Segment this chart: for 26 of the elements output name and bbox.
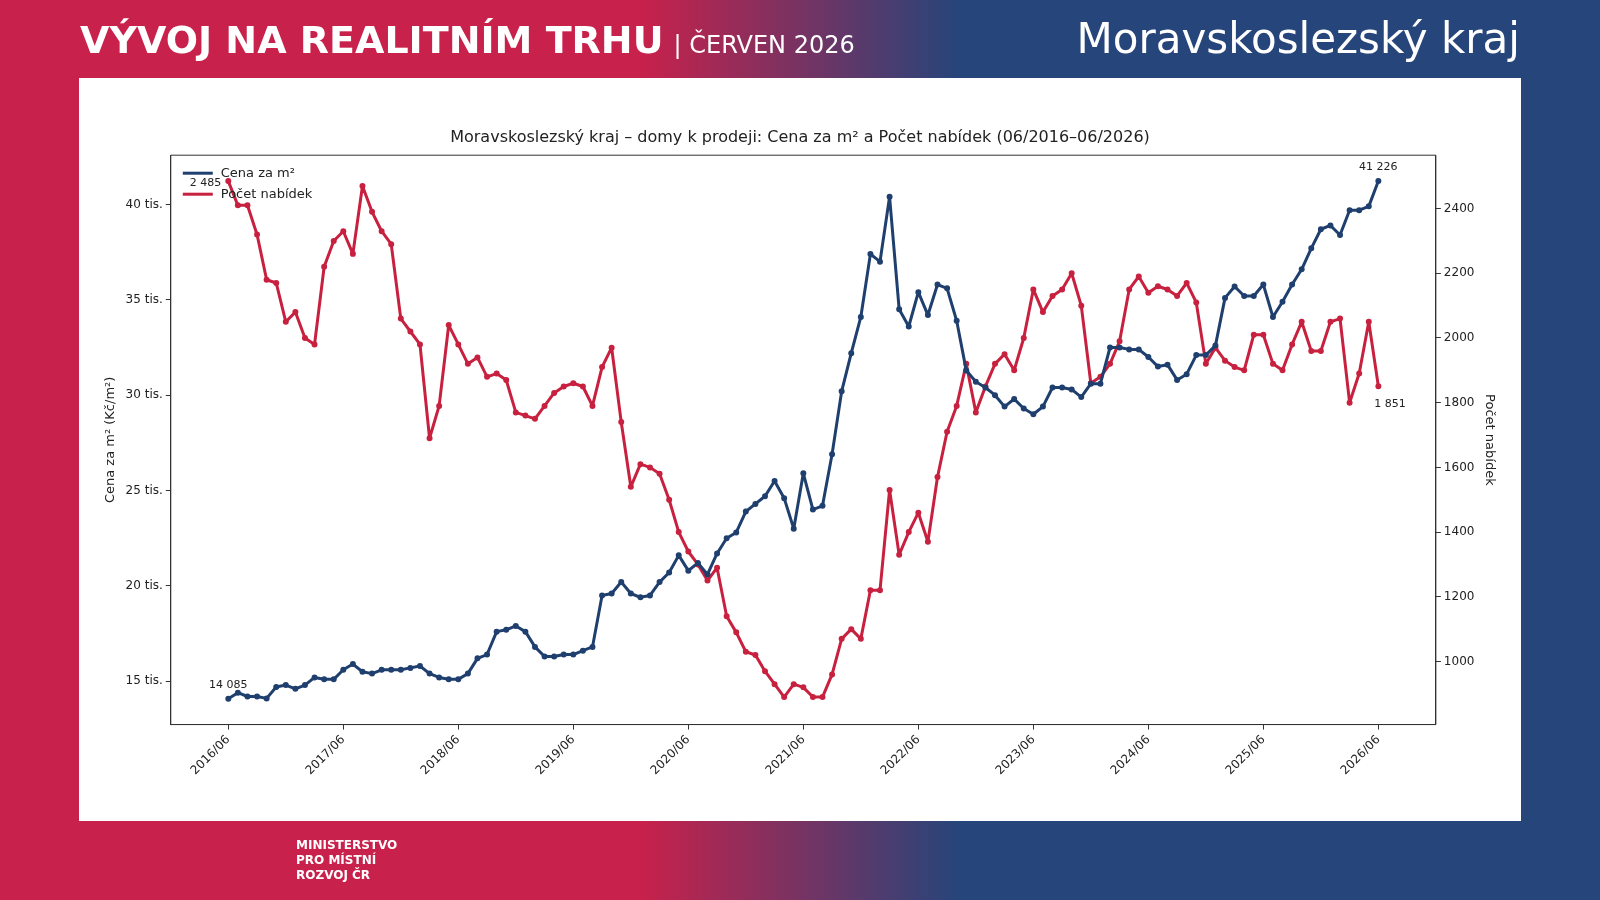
text: Moravskoslezský kraj [1076, 14, 1520, 63]
annotation: 14 085 [209, 678, 248, 692]
y-tick-label: 35 tis. [125, 291, 163, 306]
y-tick-label: 25 tis. [125, 482, 163, 497]
data-label: 1 851 [1374, 396, 1406, 410]
y-tick-label: 20 tis. [125, 578, 163, 593]
data-label: 2 485 [189, 175, 222, 189]
annotation: 41 226 [1359, 160, 1398, 174]
y2-tick-label: 1000 [1443, 653, 1475, 668]
y2-axis-title: Počet nabídek [1482, 394, 1498, 487]
y2-tick-label: 1200 [1443, 588, 1475, 603]
y2-tick-label: 1800 [1443, 394, 1475, 409]
text: MINISTERSTVO PRO MÍSTNÍ ROZVOJ ČR [296, 838, 399, 883]
y2-tick-label: 2000 [1443, 330, 1475, 345]
y2-tick-label: 1600 [1443, 459, 1475, 474]
y2-tick-label: 2400 [1443, 200, 1475, 215]
y-tick-label: 15 tis. [125, 673, 163, 688]
text: VÝVOJ NA REALITNÍM TRHU [80, 18, 664, 62]
legend-label: Cena za m² [220, 164, 296, 180]
y2-tick-label: 1400 [1443, 524, 1475, 539]
y-axis-title: Cena za m² (Kč/m²) [102, 376, 118, 504]
y2-tick-label: 2200 [1443, 265, 1475, 280]
y-tick-label: 40 tis. [125, 196, 163, 211]
text: | ČERVEN 2026 [673, 31, 855, 59]
chart-title: Moravskoslezský kraj – domy k prodeji: Cena za m² a Počet nabídek (06/2016–06/2026) [450, 126, 1150, 146]
y-tick-label: 30 tis. [125, 387, 163, 402]
